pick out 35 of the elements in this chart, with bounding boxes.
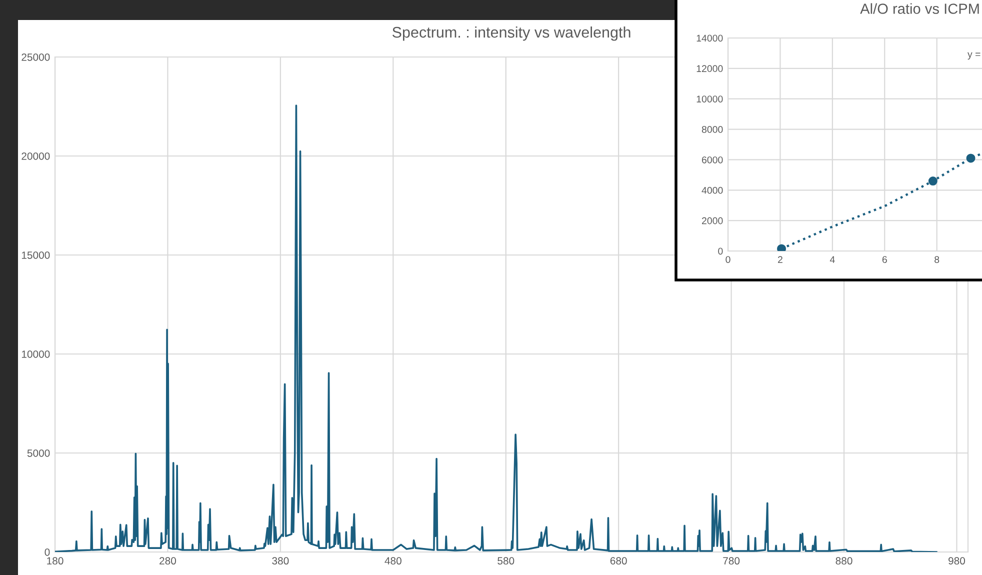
chart-title: Al/O ratio vs ICPM (860, 3, 979, 14)
x-tick-label: 680 (610, 557, 627, 565)
y-tick-label: 0 (718, 248, 723, 255)
x-tick-label: 580 (498, 557, 514, 565)
x-tick-label: 980 (948, 557, 966, 565)
y-tick-label: 0 (44, 548, 50, 556)
point (928, 176, 938, 186)
x-tick-label: 6 (882, 256, 887, 263)
x-tick-label: 4 (830, 256, 835, 263)
y-tick-label: 20000 (22, 152, 50, 160)
annotation: y = (968, 52, 980, 60)
x-tick-label: 480 (384, 557, 402, 565)
x-tick-label: 180 (47, 557, 64, 565)
y-tick-label: 25000 (22, 54, 50, 61)
point (966, 154, 976, 163)
y-tick-label: 10000 (696, 96, 723, 102)
x-tick-label: 880 (836, 557, 852, 565)
x-tick-label: 8 (934, 256, 940, 263)
y-tick-label: 14000 (696, 34, 723, 42)
point (777, 244, 786, 251)
x-tick-label: 2 (778, 256, 782, 263)
y-tick-label: 10000 (22, 350, 50, 358)
y-tick-label: 5000 (27, 450, 50, 457)
y-tick-label: 15000 (22, 252, 50, 259)
y-tick-label: 4000 (702, 186, 723, 194)
y-tick-label: 6000 (702, 156, 723, 164)
x-tick-label: 280 (160, 557, 176, 565)
line-series (55, 104, 938, 552)
chart-title: Spectrum. : intensity vs wavelength (392, 26, 630, 41)
y-tick-label: 2000 (702, 217, 723, 224)
x-tick-label: 380 (272, 557, 289, 565)
y-tick-label: 8000 (702, 126, 723, 133)
x-tick-label: 780 (723, 557, 740, 565)
y-tick-label: 12000 (696, 65, 723, 72)
x-tick-label: 0 (726, 256, 730, 263)
